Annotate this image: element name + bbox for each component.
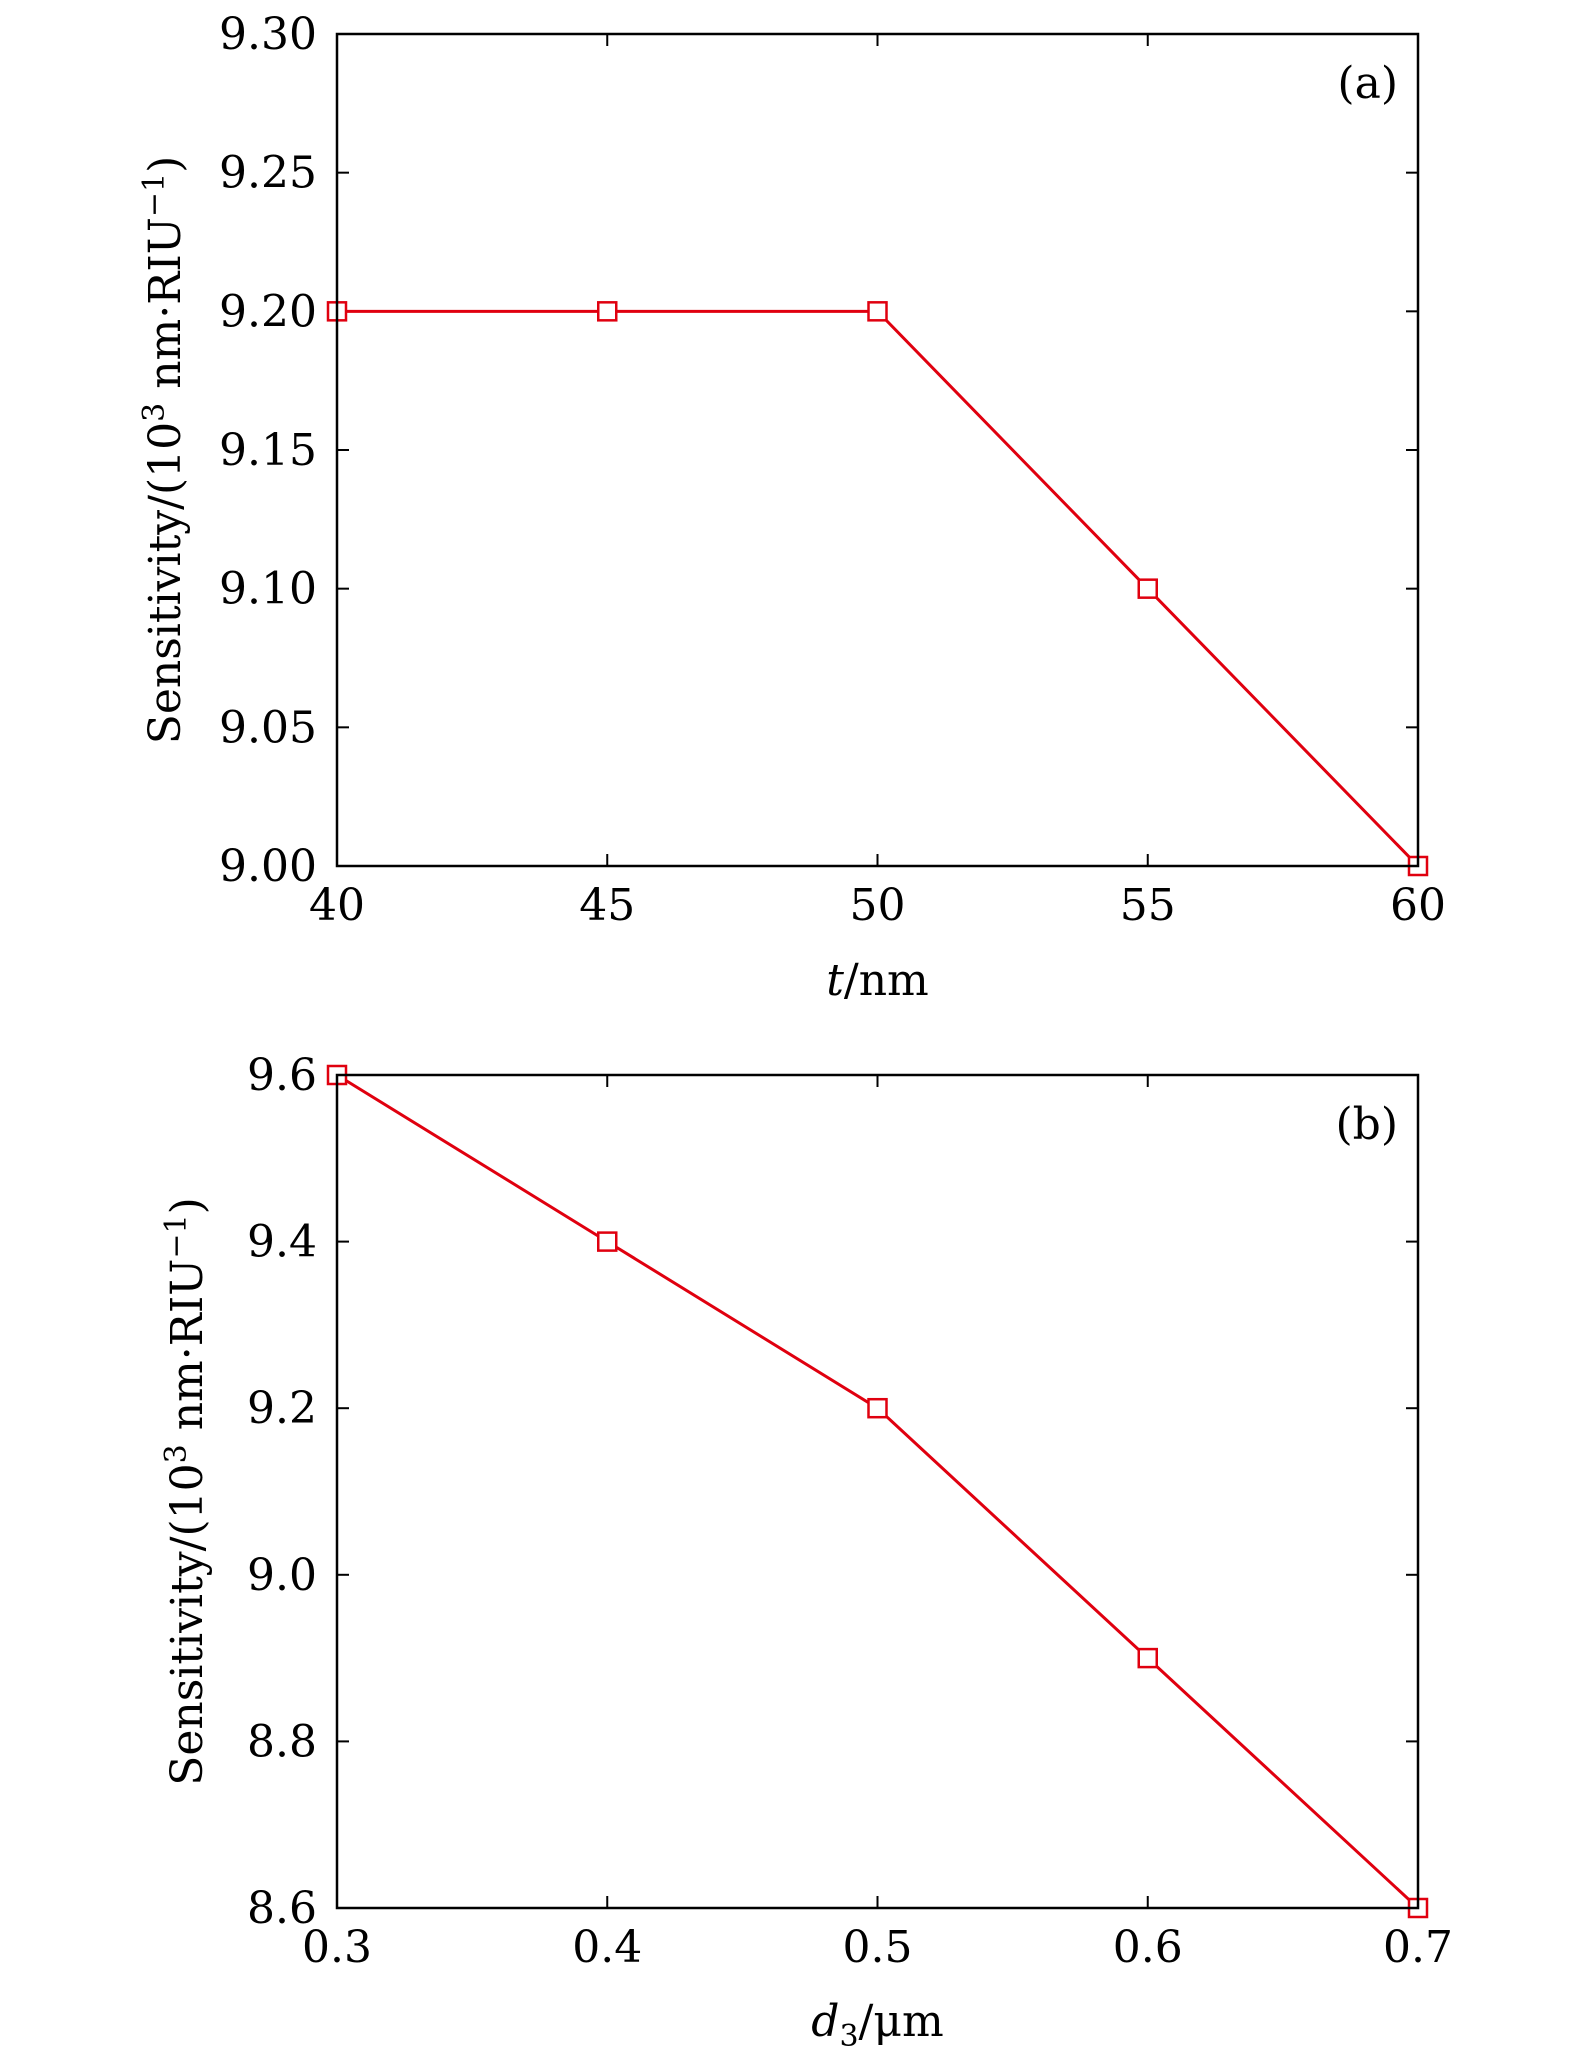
chart-panel-b: 0.3 0.4 0.5 0.6 0.78.68.89.09.29.49.6 (b) d3… [159,1050,1453,2054]
panel-b-x-axis-title-var: d [811,1996,839,2047]
chart-panel-a: 40 45 50 55 60 9.00 9.05 9.10 9.15 9.20 9.25 9.30 (… [137,9,1446,1006]
panel-b-x-tick-label: 0.7 [1383,1922,1453,1973]
panel-b-x-tick-label: 0.4 [572,1922,642,1973]
panel-b-y-axis-title: Sensitivity/(103 nm·RIU−1) [159,1197,213,1786]
panel-a-y-tick-label: 9.25 [219,148,317,199]
panel-b-y-axis-title-mid: nm·RIU [162,1259,213,1445]
panel-a-data-point [1137,578,1158,599]
panel-a-y-tick-label: 9.30 [219,9,317,60]
panel-b-data-point [867,1397,888,1419]
panel-b-x-axis-title-sub: 3 [839,2019,858,2054]
panel-a-x-tick-label: 45 [579,880,635,931]
panel-b-series-line [336,1073,1420,1910]
panel-b-x-tick-label: 0.3 [302,1922,372,1973]
panel-b-series [336,1073,1420,1910]
panel-b-y-axis-title-sup: 3 [159,1444,194,1463]
panel-a-series-line [337,309,1420,868]
panel-a-y-axis-title-end: ) [140,156,191,173]
panel-b-data-point [1137,1647,1158,1669]
panel-a-series [337,309,1420,868]
panel-b-y-tick-label: 9.4 [247,1217,317,1268]
panel-b-y-axis-title-sup2: −1 [159,1214,194,1258]
panel-b-y-tick-label: 9.0 [247,1550,317,1601]
panel-a-y-tick-label: 9.20 [219,286,317,337]
panel-b-x-tick-label: 0.6 [1113,1922,1183,1973]
panel-a-x-axis-title-var: t [826,955,844,1006]
panel-b-label: (b) [1336,1099,1399,1150]
panel-a-markers [326,301,1429,877]
panel-b-y-axis-title-main: Sensitivity/(10 [162,1463,213,1785]
panel-a-plot-frame [335,32,1420,868]
panel-a-y-axis-title: Sensitivity/(103 nm·RIU−1) [137,156,191,745]
panel-a-x-tick-label: 50 [850,880,906,931]
panel-b-y-tick-label: 9.6 [247,1050,317,1101]
panel-b-markers [326,1064,1429,1919]
panel-a-ticks: 40 45 50 55 60 9.00 9.05 9.10 9.15 9.20 9.25 9.30 [219,9,1446,931]
panel-a-x-axis-title: t/nm [826,955,929,1006]
panel-a-x-tick-label: 40 [309,880,365,931]
panel-b-x-axis-title-unit: /μm [859,1996,944,2047]
panel-a-y-tick-label: 9.05 [219,702,317,753]
panel-b-plot-frame [335,1073,1420,1910]
panel-a-data-point [867,301,888,322]
panel-a-label: (a) [1337,58,1398,109]
panel-a-data-point [597,301,618,322]
panel-a-y-axis-title-sup: 3 [137,403,172,422]
panel-a-y-axis-title-main: Sensitivity/(10 [140,422,191,744]
panel-a-y-tick-label: 9.00 [219,841,317,892]
panel-a-y-tick-label: 9.10 [219,564,317,615]
panel-b-x-tick-label: 0.5 [843,1922,913,1973]
panel-a-x-tick-label: 60 [1390,880,1446,931]
panel-a-y-tick-label: 9.15 [219,425,317,476]
panel-b-y-tick-label: 9.2 [247,1383,317,1434]
panel-b-y-tick-label: 8.6 [247,1883,317,1934]
panel-b-ticks: 0.3 0.4 0.5 0.6 0.7 8.6 8.8 9.0 9.2 9.4 9.6 [247,1050,1453,1973]
panel-a-x-tick-label: 55 [1120,880,1176,931]
panel-b-x-axis-title: d3/μm [811,1996,943,2054]
panel-b-y-axis-title-end: ) [162,1197,213,1214]
panel-a-y-axis-title-sup2: −1 [137,173,172,217]
panel-b-y-tick-label: 8.8 [247,1716,317,1767]
panel-b-data-point [597,1231,618,1252]
panel-a-x-axis-title-unit: /nm [844,955,929,1006]
panel-a-y-axis-title-mid: nm·RIU [140,217,191,403]
